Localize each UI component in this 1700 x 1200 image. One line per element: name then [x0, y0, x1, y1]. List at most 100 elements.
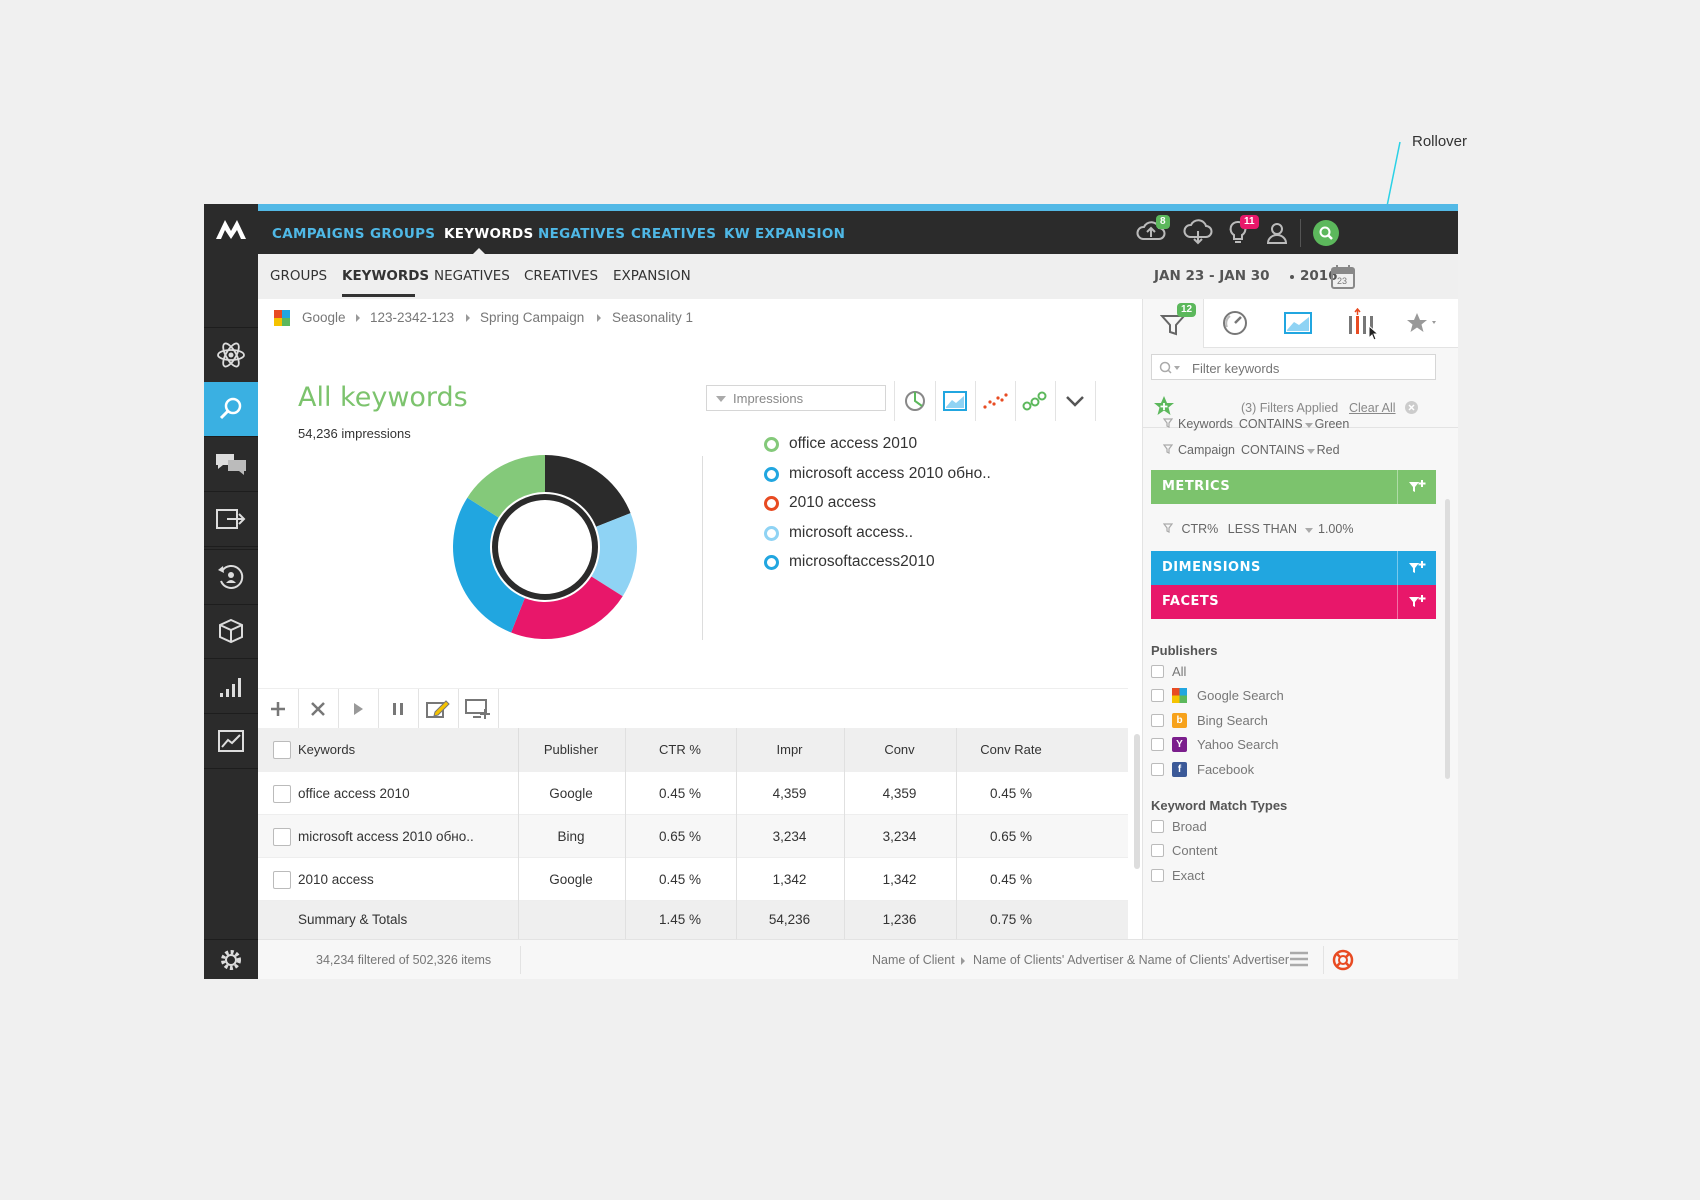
checkbox[interactable]	[1151, 819, 1164, 833]
cloud-download-button[interactable]	[1183, 219, 1215, 247]
date-year[interactable]: 2016	[1300, 268, 1338, 284]
legend-item[interactable]: microsoft access 2010 обно..	[764, 463, 991, 485]
tab-columns[interactable]	[1330, 299, 1390, 347]
add-dimension-button[interactable]	[1397, 551, 1436, 585]
metric-select[interactable]: Impressions	[706, 385, 886, 411]
help-button[interactable]	[1332, 949, 1354, 971]
preview-button[interactable]	[458, 689, 499, 729]
metric-rule[interactable]: CTR% LESS THAN 1.00%	[1162, 522, 1353, 536]
bubble-chart-button[interactable]	[1015, 381, 1056, 421]
chart-more-button[interactable]	[1055, 381, 1096, 421]
menu-button[interactable]	[1288, 950, 1310, 970]
area-chart-button[interactable]	[935, 381, 976, 421]
play-button[interactable]	[338, 689, 379, 729]
favorite-filter-button[interactable]	[1153, 395, 1175, 417]
sidebar-item-search[interactable]	[204, 382, 258, 437]
select-all-checkbox[interactable]	[273, 741, 291, 759]
dimensions-section[interactable]: DIMENSIONS	[1151, 551, 1436, 585]
table-scrollbar[interactable]	[1134, 734, 1140, 869]
match-type-option[interactable]: Content	[1151, 840, 1218, 860]
publisher-option[interactable]: Google Search	[1151, 685, 1284, 705]
metrics-section[interactable]: METRICS	[1151, 470, 1436, 504]
breadcrumb-campaign[interactable]: Spring Campaign	[480, 310, 585, 325]
cloud-upload-button[interactable]: 8	[1136, 215, 1170, 247]
column-header[interactable]: Conv Rate	[980, 742, 1042, 757]
row-checkbox[interactable]	[273, 828, 291, 846]
pie-chart-button[interactable]	[895, 381, 936, 421]
legend-item[interactable]: 2010 access	[764, 492, 876, 514]
facets-section[interactable]: FACETS	[1151, 585, 1436, 619]
row-checkbox[interactable]	[273, 871, 291, 889]
checkbox[interactable]	[1151, 688, 1164, 702]
scatter-chart-button[interactable]	[975, 381, 1016, 421]
panel-scrollbar[interactable]	[1445, 499, 1450, 779]
add-metric-button[interactable]	[1397, 470, 1436, 504]
tab-negatives[interactable]: NEGATIVES	[538, 226, 626, 242]
match-type-option[interactable]: Exact	[1151, 865, 1205, 885]
column-header[interactable]: Conv	[884, 742, 915, 757]
checkbox[interactable]	[1151, 737, 1164, 751]
legend-item[interactable]: microsoftaccess2010	[764, 551, 935, 573]
filter-rule[interactable]: Keywords CONTAINS Green	[1162, 417, 1349, 431]
table-cell[interactable]: 2010 access	[298, 872, 374, 887]
tab-performance[interactable]	[1205, 299, 1265, 347]
pause-button[interactable]	[378, 689, 419, 729]
breadcrumb-group[interactable]: Seasonality 1	[612, 310, 694, 325]
sidebar-item-atom[interactable]	[204, 327, 258, 383]
tab-kw-expansion[interactable]: KW EXPANSION	[724, 226, 846, 242]
add-button[interactable]	[258, 689, 299, 729]
match-type-option[interactable]: Broad	[1151, 816, 1207, 836]
sidebar-item-export[interactable]	[204, 492, 258, 547]
legend-item[interactable]: microsoft access..	[764, 522, 913, 544]
client-name[interactable]: Name of Client	[872, 953, 955, 967]
subtab-groups[interactable]: GROUPS	[270, 268, 328, 284]
column-header[interactable]: Impr	[776, 742, 803, 757]
logo[interactable]	[204, 204, 258, 254]
table-cell[interactable]: office access 2010	[298, 786, 410, 801]
table-cell[interactable]: microsoft access 2010 обно..	[298, 829, 474, 844]
checkbox[interactable]	[1151, 868, 1164, 882]
donut-slice[interactable]	[591, 513, 637, 597]
donut-slice[interactable]	[453, 497, 525, 633]
column-header[interactable]: Publisher	[543, 742, 599, 757]
filter-search-input[interactable]	[1190, 358, 1424, 378]
row-checkbox[interactable]	[273, 785, 291, 803]
tab-keywords[interactable]: KEYWORDS	[444, 226, 534, 242]
tab-trends[interactable]	[1268, 299, 1328, 347]
sidebar-item-reports[interactable]	[204, 714, 258, 769]
subtab-negatives[interactable]: NEGATIVES	[434, 268, 510, 284]
donut-slice[interactable]	[467, 455, 545, 518]
donut-slice[interactable]	[545, 455, 631, 527]
publisher-option[interactable]: All	[1151, 661, 1186, 681]
delete-button[interactable]	[298, 689, 339, 729]
clear-all-icon[interactable]	[1405, 401, 1418, 414]
breadcrumb-account[interactable]: 123-2342-123	[370, 310, 455, 325]
checkbox[interactable]	[1151, 713, 1164, 727]
sidebar-item-signal[interactable]	[204, 659, 258, 714]
tab-filters[interactable]: 12	[1143, 299, 1204, 348]
tab-groups[interactable]: GROUPS	[370, 226, 436, 242]
sidebar-item-settings[interactable]	[204, 939, 258, 979]
filter-search[interactable]	[1151, 354, 1436, 380]
breadcrumb-publisher[interactable]: Google	[302, 310, 346, 325]
checkbox[interactable]	[1151, 762, 1164, 776]
publisher-option[interactable]: b Bing Search	[1151, 710, 1268, 730]
global-search-button[interactable]	[1313, 220, 1339, 246]
date-range[interactable]: JAN 23 - JAN 30	[1154, 268, 1270, 284]
subtab-creatives[interactable]: CREATIVES	[524, 268, 599, 284]
publisher-option[interactable]: Y Yahoo Search	[1151, 734, 1278, 754]
tab-campaigns[interactable]: CAMPAIGNS	[272, 226, 365, 242]
tab-favorites[interactable]	[1393, 299, 1453, 347]
column-header[interactable]: Keywords	[298, 742, 356, 757]
subtab-keywords[interactable]: KEYWORDS	[342, 268, 430, 284]
legend-item[interactable]: office access 2010	[764, 433, 917, 455]
publisher-option[interactable]: f Facebook	[1151, 759, 1254, 779]
tab-creatives[interactable]: CREATIVES	[631, 226, 717, 242]
checkbox[interactable]	[1151, 843, 1164, 857]
column-header[interactable]: CTR %	[659, 742, 701, 757]
add-facet-button[interactable]	[1397, 585, 1436, 619]
calendar-button[interactable]: 23	[1330, 264, 1356, 290]
edit-button[interactable]	[418, 689, 459, 729]
sidebar-item-package[interactable]	[204, 604, 258, 659]
advertiser-name[interactable]: Name of Clients' Advertiser & Name of Cl…	[973, 953, 1290, 967]
